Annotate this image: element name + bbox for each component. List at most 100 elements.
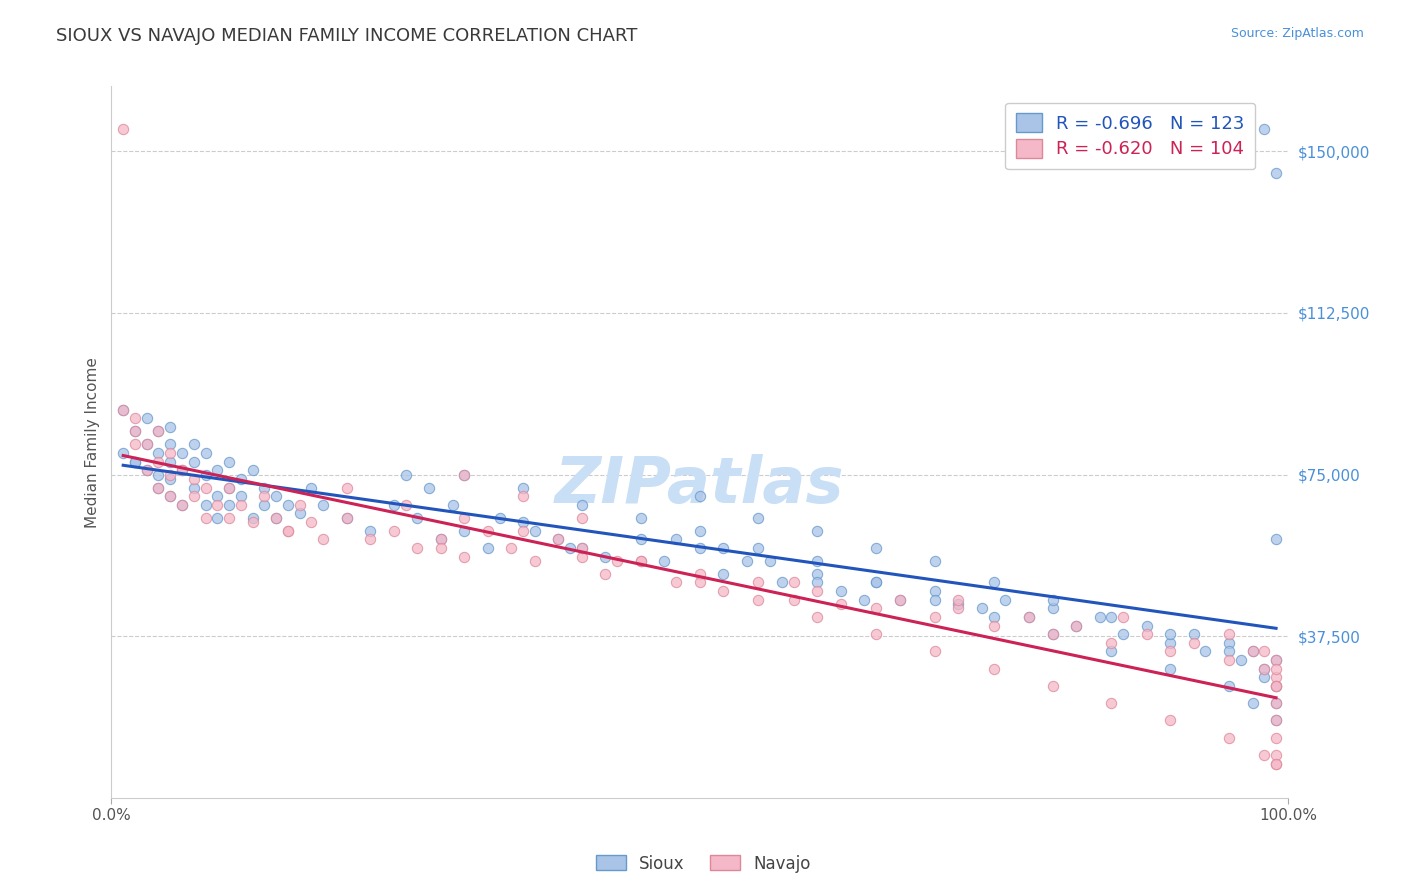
Point (1253, 670, 1275, 684)
Point (430, 533, 453, 547)
Point (606, 554, 628, 568)
Point (453, 467, 475, 482)
Point (299, 481, 322, 495)
Point (806, 554, 828, 568)
Point (747, 592, 769, 607)
Point (1253, 662, 1275, 676)
Point (1265, 756, 1288, 771)
Point (148, 425, 170, 439)
Point (1218, 627, 1240, 641)
Point (783, 592, 806, 607)
Point (288, 498, 311, 512)
Point (477, 524, 499, 538)
Point (148, 425, 170, 439)
Point (735, 554, 758, 568)
Point (264, 489, 287, 503)
Point (1182, 636, 1205, 650)
Point (194, 498, 217, 512)
Point (183, 481, 205, 495)
Y-axis label: Median Family Income: Median Family Income (86, 357, 100, 528)
Point (512, 489, 534, 503)
Point (264, 510, 287, 524)
Point (218, 481, 240, 495)
Text: Source: ZipAtlas.com: Source: ZipAtlas.com (1230, 27, 1364, 40)
Point (1136, 627, 1159, 641)
Point (135, 411, 157, 425)
Point (689, 541, 711, 555)
Point (1018, 610, 1040, 624)
Legend: Sioux, Navajo: Sioux, Navajo (589, 848, 817, 880)
Point (359, 524, 381, 538)
Point (983, 618, 1005, 632)
Point (229, 472, 252, 486)
Point (124, 425, 146, 439)
Point (1159, 636, 1181, 650)
Point (747, 510, 769, 524)
Point (889, 592, 911, 607)
Point (218, 481, 240, 495)
Point (183, 437, 205, 451)
Point (159, 489, 181, 503)
Point (277, 524, 299, 538)
Point (571, 541, 593, 555)
Point (148, 481, 170, 495)
Point (1218, 636, 1240, 650)
Point (183, 489, 205, 503)
Point (512, 524, 534, 538)
Text: ZIPatlas: ZIPatlas (555, 454, 845, 516)
Point (630, 554, 652, 568)
Point (571, 510, 593, 524)
Point (948, 597, 970, 611)
Point (1099, 610, 1122, 624)
Point (1099, 636, 1122, 650)
Point (336, 481, 359, 495)
Point (689, 489, 711, 503)
Point (711, 541, 734, 555)
Point (218, 455, 240, 469)
Point (983, 662, 1005, 676)
Point (124, 455, 146, 469)
Point (770, 575, 793, 590)
Point (394, 498, 416, 512)
Point (170, 463, 193, 477)
Point (299, 515, 322, 529)
Point (830, 584, 852, 599)
Point (170, 498, 193, 512)
Point (1265, 670, 1288, 684)
Point (595, 566, 617, 581)
Point (207, 510, 229, 524)
Point (183, 455, 205, 469)
Point (630, 510, 652, 524)
Point (924, 610, 946, 624)
Point (112, 402, 135, 417)
Point (406, 541, 429, 555)
Point (194, 510, 217, 524)
Point (1265, 714, 1288, 728)
Point (336, 510, 359, 524)
Point (759, 554, 782, 568)
Point (783, 575, 806, 590)
Point (1265, 679, 1288, 693)
Point (1265, 714, 1288, 728)
Point (112, 446, 135, 460)
Point (159, 446, 181, 460)
Point (430, 533, 453, 547)
Point (806, 566, 828, 581)
Point (806, 610, 828, 624)
Point (523, 554, 546, 568)
Point (1241, 644, 1264, 658)
Point (1099, 644, 1122, 658)
Point (1064, 618, 1087, 632)
Point (159, 489, 181, 503)
Point (124, 437, 146, 451)
Point (1088, 610, 1111, 624)
Point (1218, 679, 1240, 693)
Point (1265, 696, 1288, 710)
Point (477, 541, 499, 555)
Point (112, 402, 135, 417)
Point (806, 584, 828, 599)
Point (1253, 122, 1275, 136)
Point (159, 467, 181, 482)
Point (501, 541, 523, 555)
Point (865, 627, 887, 641)
